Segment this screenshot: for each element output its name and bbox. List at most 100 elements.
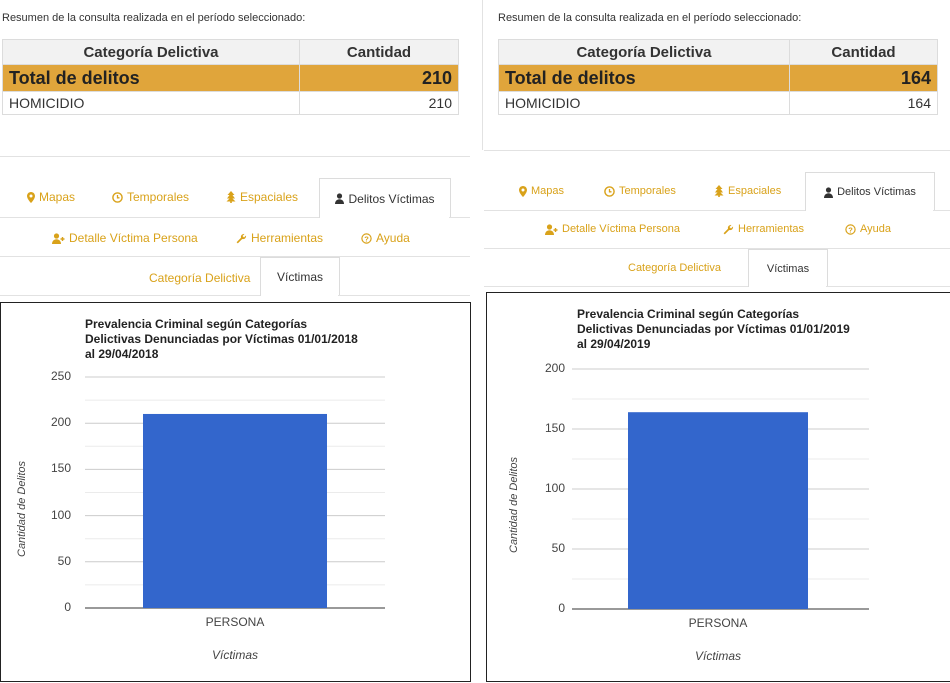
chart-plot-area [85, 376, 385, 609]
left-report-panel: Resumen de la consulta realizada en el p… [0, 0, 471, 683]
user-plus-icon [52, 232, 65, 244]
tab-label: Temporales [127, 190, 190, 204]
chart-title-line: Prevalencia Criminal según Categorías [85, 317, 308, 331]
x-category-label: PERSONA [205, 615, 265, 629]
tab-label: Mapas [39, 190, 76, 204]
column-header-category: Categoría Delictiva [498, 39, 790, 65]
y-axis-label: Cantidad de Delitos [508, 456, 520, 553]
y-tick-label: 150 [544, 421, 565, 435]
total-row: Total de delitos 164 [498, 64, 938, 92]
row-quantity: 210 [299, 91, 459, 115]
subtab-victimas[interactable]: Víctimas [748, 249, 828, 287]
bar-chart: Prevalencia Criminal según Categorías De… [0, 302, 471, 682]
summary-table: Categoría Delictiva Cantidad Total de de… [2, 39, 459, 115]
y-tick-label: 0 [558, 601, 565, 615]
tree-icon [714, 185, 724, 197]
subtab-label: Categoría Delictiva [149, 271, 251, 285]
tab-baseline [933, 210, 950, 211]
divider [484, 248, 950, 249]
tab-baseline [449, 217, 470, 218]
x-axis-label: Víctimas [211, 648, 258, 662]
divider [484, 150, 950, 151]
tab-label: Mapas [531, 185, 565, 197]
y-tick-label: 100 [50, 507, 71, 522]
subtab-victimas[interactable]: Víctimas [260, 257, 340, 296]
chart-title: Prevalencia Criminal según Categorías De… [577, 307, 907, 352]
divider [0, 156, 470, 157]
y-tick-label: 250 [50, 369, 71, 383]
column-header-category: Categoría Delictiva [2, 39, 300, 65]
tab-mapas[interactable]: Mapas [519, 185, 564, 197]
total-value: 210 [299, 64, 459, 92]
tab-label: Delitos Víctimas [837, 186, 916, 198]
clock-icon [112, 191, 123, 203]
tab-label: Espaciales [240, 190, 299, 204]
tab-ayuda[interactable]: ? Ayuda [845, 223, 891, 235]
tab-label: Detalle Víctima Persona [562, 223, 680, 235]
subtab-categoria-delictiva[interactable]: Categoría Delictiva [149, 271, 250, 285]
svg-text:?: ? [848, 225, 853, 234]
chart-title-line: Delictivas Denunciadas por Víctimas 01/0… [85, 332, 358, 346]
subtab-label: Víctimas [766, 262, 810, 275]
tab-baseline [338, 295, 470, 296]
panel-border [482, 0, 483, 150]
tab-mapas[interactable]: Mapas [27, 190, 75, 204]
tab-herramientas[interactable]: Herramientas [236, 231, 323, 245]
row-category: HOMICIDIO [498, 91, 790, 115]
subtab-label: Víctimas [276, 270, 323, 284]
chart-plot-area [572, 368, 869, 610]
tab-label: Espaciales [728, 185, 782, 197]
tab-temporales[interactable]: Temporales [112, 190, 189, 204]
tab-delitos-victimas[interactable]: Delitos Víctimas [319, 178, 451, 218]
tab-baseline [484, 210, 805, 211]
total-row: Total de delitos 210 [2, 64, 459, 92]
tab-label: Ayuda [376, 231, 410, 245]
tab-delitos-victimas[interactable]: Delitos Víctimas [805, 172, 935, 211]
svg-text:?: ? [364, 234, 369, 243]
summary-text: Resumen de la consulta realizada en el p… [2, 12, 306, 24]
tree-icon [226, 191, 236, 203]
user-icon [335, 193, 345, 204]
bar-persona[interactable] [628, 412, 808, 609]
tab-espaciales[interactable]: Espaciales [226, 190, 298, 204]
tab-ayuda[interactable]: ? Ayuda [361, 231, 410, 245]
tab-detalle-victima-persona[interactable]: Detalle Víctima Persona [545, 223, 680, 235]
tab-label: Temporales [619, 185, 676, 197]
map-marker-icon [519, 185, 527, 197]
summary-table: Categoría Delictiva Cantidad Total de de… [498, 39, 938, 115]
column-header-quantity: Cantidad [789, 39, 938, 65]
chart-title-line: al 29/04/2018 [85, 347, 159, 361]
y-tick-label: 50 [57, 553, 71, 568]
tab-label: Detalle Víctima Persona [69, 231, 198, 245]
bar-persona[interactable] [143, 413, 327, 608]
total-value: 164 [789, 64, 938, 92]
tab-detalle-victima-persona[interactable]: Detalle Víctima Persona [52, 231, 198, 245]
chart-title-line: Delictivas Denunciadas por Víctimas 01/0… [577, 322, 850, 336]
wrench-icon [723, 224, 734, 234]
subtab-categoria-delictiva[interactable]: Categoría Delictiva [628, 262, 721, 274]
divider [0, 256, 470, 257]
table-header-row: Categoría Delictiva Cantidad [2, 39, 459, 65]
right-report-panel: Resumen de la consulta realizada en el p… [480, 0, 950, 683]
bar-chart: Prevalencia Criminal según Categorías De… [486, 292, 950, 682]
clock-icon [604, 185, 615, 197]
tab-herramientas[interactable]: Herramientas [723, 223, 804, 235]
tab-baseline [484, 286, 748, 287]
tab-temporales[interactable]: Temporales [604, 185, 676, 197]
user-plus-icon [545, 223, 558, 235]
x-axis-label: Víctimas [694, 649, 741, 663]
chart-title-line: Prevalencia Criminal según Categorías [577, 307, 800, 321]
chart-title-line: al 29/04/2019 [577, 337, 651, 351]
tab-label: Delitos Víctimas [348, 191, 435, 206]
tab-label: Herramientas [738, 223, 805, 235]
y-tick-label: 200 [50, 415, 71, 430]
tab-espaciales[interactable]: Espaciales [714, 185, 781, 197]
y-axis-label: Cantidad de Delitos [16, 460, 28, 557]
table-row: HOMICIDIO 210 [2, 91, 459, 115]
table-header-row: Categoría Delictiva Cantidad [498, 39, 938, 65]
row-quantity: 164 [789, 91, 938, 115]
tab-label: Ayuda [860, 223, 891, 235]
chart-title: Prevalencia Criminal según Categorías De… [85, 317, 415, 362]
question-icon: ? [361, 232, 372, 244]
tab-baseline [826, 286, 950, 287]
